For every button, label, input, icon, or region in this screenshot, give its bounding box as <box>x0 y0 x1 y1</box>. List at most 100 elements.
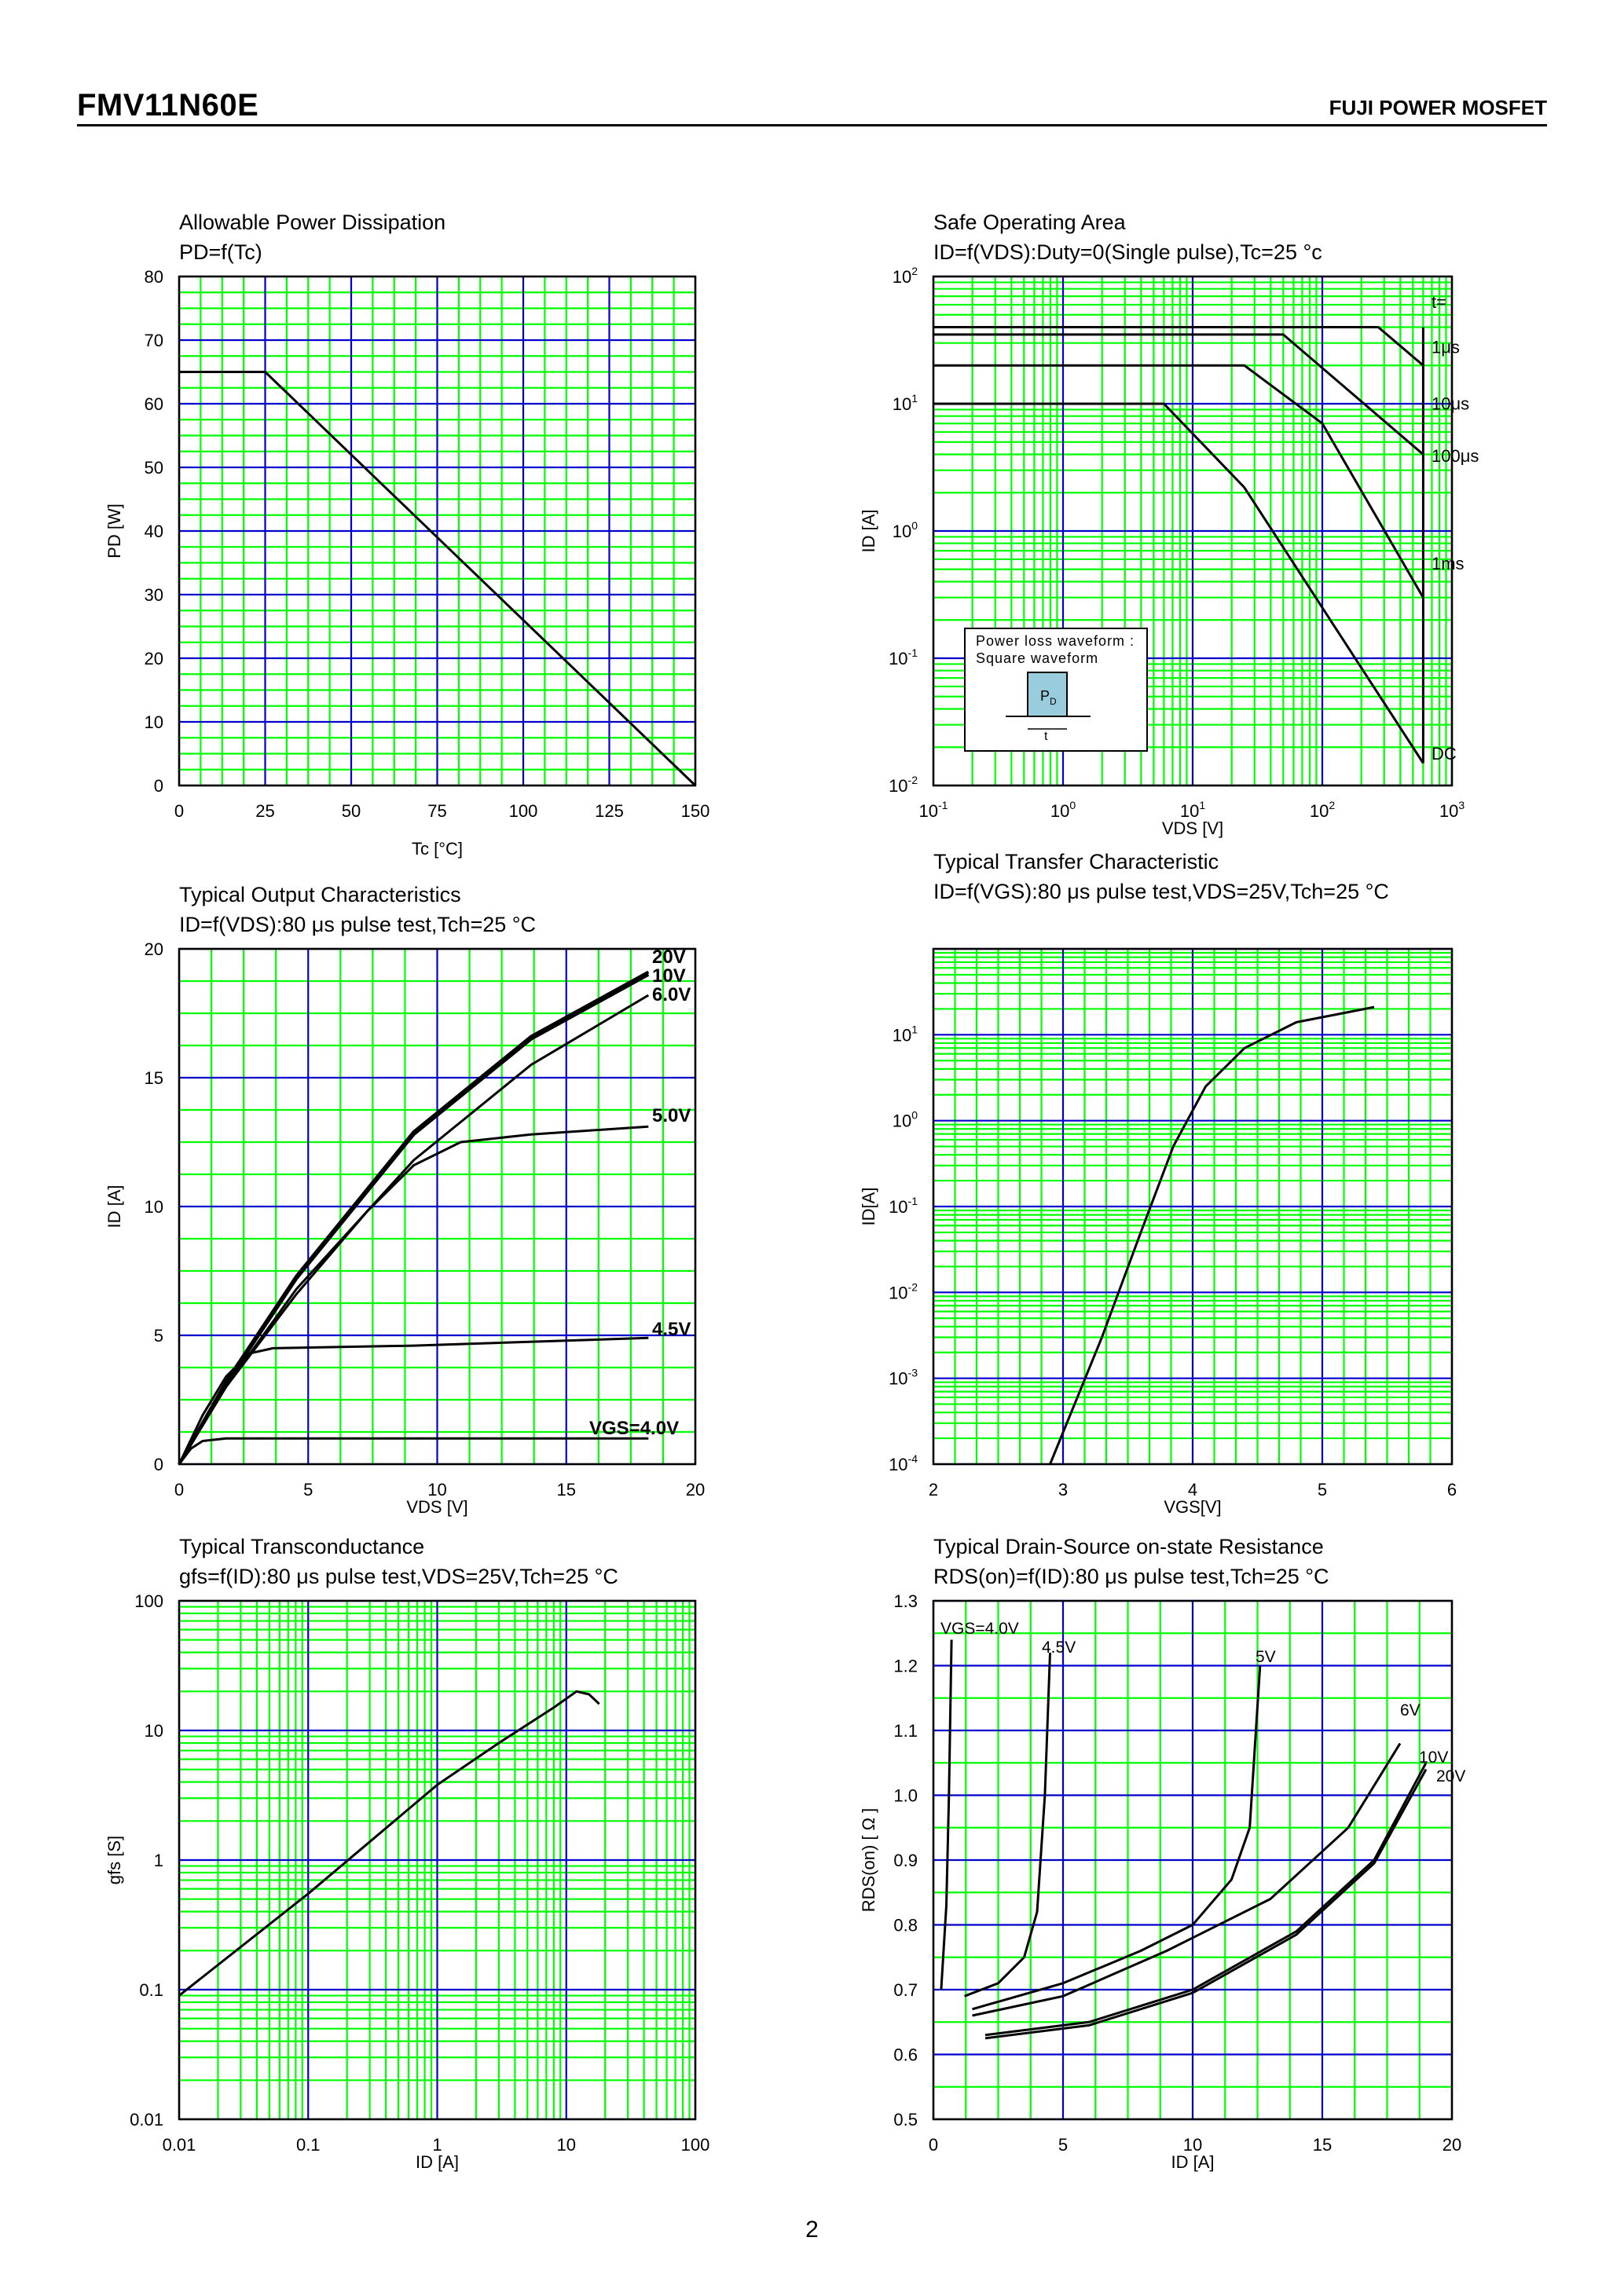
x-tick-label: 50 <box>342 801 361 821</box>
series-line <box>179 371 697 787</box>
plot-frame <box>178 947 697 1466</box>
x-tick-label: 10 <box>557 2135 576 2155</box>
y-tick-label: 1.0 <box>893 1786 918 1806</box>
x-tick-label: 100 <box>1050 799 1076 821</box>
y-axis-label: PD [W] <box>104 504 124 558</box>
x-tick-label: 150 <box>681 801 710 821</box>
y-tick-label: 1.2 <box>893 1657 918 1676</box>
y-tick-label: 0.5 <box>893 2110 918 2129</box>
y-tick-label: 100 <box>134 1591 163 1611</box>
y-tick-label: 10-4 <box>889 1452 918 1474</box>
series-line <box>972 1742 1402 2017</box>
x-axis-label: VDS [V] <box>406 1497 467 1517</box>
x-tick-label: 0 <box>174 801 184 821</box>
series-line <box>940 1639 953 1990</box>
annotation-t: t= <box>1432 292 1446 312</box>
x-tick-label: 3 <box>1058 1480 1068 1500</box>
y-axis-label: gfs [S] <box>104 1836 124 1884</box>
series-label-6v: 6V <box>1400 1701 1421 1719</box>
x-tick-label: 20 <box>686 1480 705 1500</box>
y-tick-label: 10 <box>145 1197 163 1217</box>
series-line <box>933 326 1424 367</box>
y-tick-label: 102 <box>893 265 918 287</box>
x-tick-label: 4 <box>1188 1480 1197 1500</box>
series-line <box>178 1336 649 1465</box>
y-tick-label: 10-1 <box>889 1195 918 1217</box>
x-tick-label: 0.01 <box>163 2135 196 2155</box>
y-tick-label: 0.9 <box>893 1851 918 1870</box>
series-label-5v: 5.0V <box>652 1105 691 1126</box>
chart-subtitle: ID=f(VDS):Duty=0(Single pulse),Tc=25 °c <box>933 240 1322 264</box>
y-tick-label: 20 <box>145 649 163 668</box>
y-tick-label: 10 <box>145 1721 163 1741</box>
x-tick-label: 2 <box>929 1480 938 1500</box>
series-label-10v: 10V <box>652 965 686 987</box>
x-tick-label: 10 <box>427 1480 446 1500</box>
series-line <box>933 402 1424 764</box>
part-number: FMV11N60E <box>77 88 259 123</box>
x-axis-label: Tc [°C] <box>412 839 463 859</box>
y-axis-label: RDS(on) [ Ω ] <box>859 1808 878 1913</box>
y-tick-label: 70 <box>145 331 163 350</box>
y-tick-label: 1 <box>154 1851 163 1870</box>
series-line <box>972 1665 1262 2011</box>
x-tick-label: 15 <box>557 1480 576 1500</box>
annotation-100us: 100μs <box>1432 446 1479 466</box>
x-tick-label: 100 <box>681 2135 710 2155</box>
x-tick-label: 103 <box>1439 799 1465 821</box>
chart-subtitle: gfs=f(ID):80 μs pulse test,VDS=25V,Tch=2… <box>179 1565 618 1588</box>
x-tick-label: 1 <box>432 2135 442 2155</box>
series-label-4-5v: 4.5V <box>652 1319 691 1340</box>
inset-pulse <box>1027 672 1068 717</box>
series-line <box>1049 1005 1375 1465</box>
x-tick-label: 20 <box>1443 2135 1461 2155</box>
x-tick-label: 6 <box>1447 1480 1457 1500</box>
x-tick-label: 125 <box>595 801 624 821</box>
series-line <box>933 364 1424 599</box>
x-tick-label: 10-1 <box>919 799 948 821</box>
y-tick-label: 10-2 <box>889 774 918 796</box>
y-tick-label: 0.8 <box>893 1916 918 1935</box>
series-line <box>178 1690 600 1997</box>
series-label-10v: 10V <box>1419 1749 1448 1767</box>
y-tick-label: 0 <box>154 1455 163 1474</box>
inset-t-label: t <box>1044 730 1048 743</box>
grid <box>932 947 1454 1466</box>
plot-frame <box>932 275 1454 787</box>
series-label-5v: 5V <box>1256 1648 1276 1666</box>
x-tick-label: 102 <box>1310 799 1335 821</box>
series-label-6v: 6.0V <box>652 984 691 1005</box>
y-tick-label: 10-3 <box>889 1367 918 1389</box>
series-line <box>933 333 1424 456</box>
x-tick-label: 10 <box>1183 2135 1202 2155</box>
y-axis-label: ID[A] <box>859 1188 878 1226</box>
x-tick-label: 25 <box>255 801 274 821</box>
x-tick-label: 0.1 <box>296 2135 321 2155</box>
y-tick-label: 30 <box>145 585 163 605</box>
grid <box>178 275 697 787</box>
chart-subtitle: ID=f(VDS):80 μs pulse test,Tch=25 °C <box>179 913 536 936</box>
y-tick-label: 0.01 <box>130 2110 163 2129</box>
series-line <box>178 1125 649 1465</box>
chart-title: Safe Operating Area <box>933 211 1127 234</box>
y-tick-label: 0.7 <box>893 1980 918 2000</box>
y-tick-label: 80 <box>145 267 163 287</box>
y-tick-label: 1.3 <box>893 1591 918 1611</box>
series-label-20v: 20V <box>1436 1767 1465 1785</box>
series-label-4v: VGS=4.0V <box>589 1418 679 1439</box>
y-tick-label: 20 <box>145 939 163 959</box>
annotation-1us: 1μs <box>1432 338 1460 357</box>
annotation-1ms: 1ms <box>1432 554 1465 573</box>
chart-title: Typical Transconductance <box>179 1535 424 1558</box>
plot-frame <box>178 1599 697 2121</box>
plot-frame <box>178 275 697 787</box>
series-label-4v: VGS=4.0V <box>940 1620 1019 1638</box>
y-tick-label: 5 <box>154 1326 163 1346</box>
y-tick-label: 101 <box>893 392 918 414</box>
chart-subtitle: ID=f(VGS):80 μs pulse test,VDS=25V,Tch=2… <box>933 880 1389 903</box>
annotation-dc: DC <box>1432 744 1457 764</box>
annotation-10us: 10μs <box>1432 394 1469 413</box>
